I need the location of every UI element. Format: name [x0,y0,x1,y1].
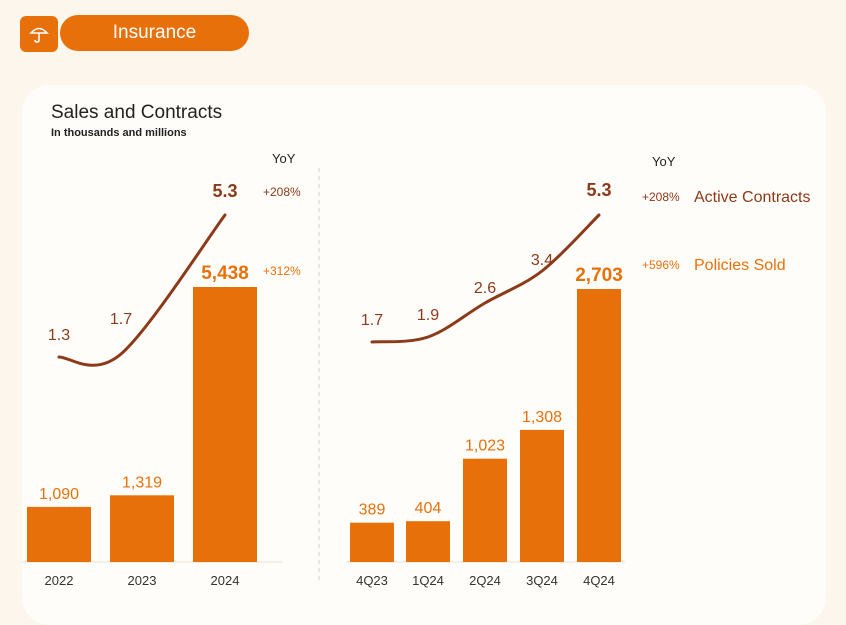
legend-policies-pct: +596% [642,258,680,272]
bar-quarterly-4Q24 [577,289,621,562]
bar-value-annual-2022: 1,090 [39,486,79,503]
x-tick-quarterly-3Q24: 3Q24 [526,573,558,588]
line-value-quarterly-4Q24: 5.3 [586,180,611,200]
bar-annual-2023 [110,495,174,562]
yoy-header-left: YoY [272,151,296,166]
line-value-quarterly-3Q24: 3.4 [531,252,553,269]
legend-contracts-pct: +208% [642,190,680,204]
x-tick-quarterly-4Q24: 4Q24 [583,573,615,588]
bar-quarterly-1Q24 [406,521,450,562]
bar-value-quarterly-1Q24: 404 [415,500,442,517]
card-subtitle: In thousands and millions [51,127,187,139]
legend-policies-sold: Policies Sold [694,257,786,274]
line-active-contracts-quarterly [370,213,601,344]
bar-quarterly-3Q24 [520,429,564,562]
x-tick-quarterly-1Q24: 1Q24 [412,573,444,588]
line-value-quarterly-1Q24: 1.9 [417,307,439,324]
bar-annual-2022 [27,506,91,562]
line-value-annual-2023: 1.7 [110,311,132,328]
x-tick-annual-2023: 2023 [128,573,157,588]
line-value-annual-2022: 1.3 [48,327,70,344]
legend-active-contracts: Active Contracts [694,189,811,206]
line-active-contracts-annual [57,213,227,367]
bar-value-annual-2023: 1,319 [122,474,162,491]
bar-quarterly-2Q24 [463,458,507,562]
section-tab-insurance[interactable]: Insurance [60,15,249,51]
x-tick-quarterly-4Q23: 4Q23 [356,573,388,588]
x-tick-annual-2022: 2022 [45,573,74,588]
line-value-quarterly-2Q24: 2.6 [474,280,496,297]
bar-value-quarterly-4Q23: 389 [359,502,386,519]
bar-value-quarterly-2Q24: 1,023 [465,438,505,455]
bar-value-quarterly-3Q24: 1,308 [522,409,562,426]
line-value-annual-2024: 5.3 [212,181,237,201]
yoy-policies-annual: +312% [263,264,301,278]
umbrella-icon [20,16,58,52]
bar-annual-2024 [193,287,257,562]
bar-value-quarterly-4Q24: 2,703 [575,265,623,286]
bar-value-annual-2024: 5,438 [201,263,249,284]
yoy-header-right: YoY [652,154,676,169]
x-tick-annual-2024: 2024 [211,573,240,588]
card-title: Sales and Contracts [51,102,223,123]
line-value-quarterly-4Q23: 1.7 [361,312,383,329]
x-tick-quarterly-2Q24: 2Q24 [469,573,501,588]
yoy-contracts-annual: +208% [263,185,301,199]
bar-quarterly-4Q23 [350,522,394,562]
